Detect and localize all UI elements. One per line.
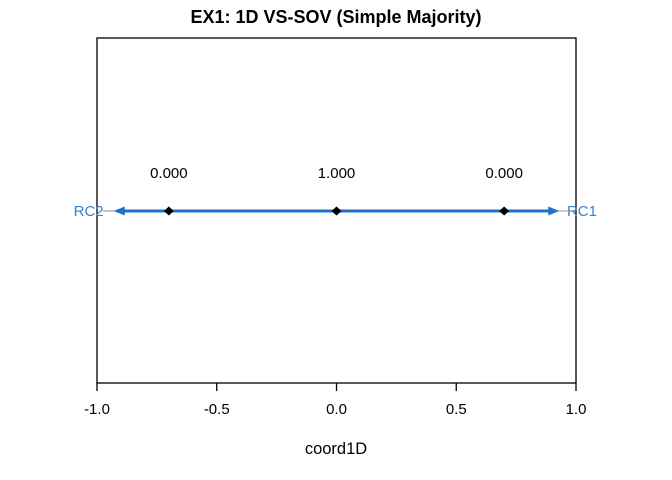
x-tick-label: 1.0 xyxy=(566,401,587,418)
rc1-label: RC1 xyxy=(567,203,597,220)
rc2-label: RC2 xyxy=(74,203,104,220)
x-tick-label: -0.5 xyxy=(204,401,230,418)
right-arrowhead-icon xyxy=(548,206,560,216)
point-value-label: 0.000 xyxy=(485,165,523,182)
x-tick-label: 0.0 xyxy=(326,401,347,418)
data-point xyxy=(499,206,510,216)
data-point xyxy=(163,206,174,216)
data-point xyxy=(331,206,342,216)
point-value-label: 1.000 xyxy=(318,165,356,182)
x-tick-label: -1.0 xyxy=(84,401,110,418)
x-tick-label: 0.5 xyxy=(446,401,467,418)
x-axis-label: coord1D xyxy=(304,440,368,458)
point-value-label: 0.000 xyxy=(150,165,188,182)
chart-title: EX1: 1D VS-SOV (Simple Majority) xyxy=(190,7,482,27)
left-arrowhead-icon xyxy=(113,206,125,216)
